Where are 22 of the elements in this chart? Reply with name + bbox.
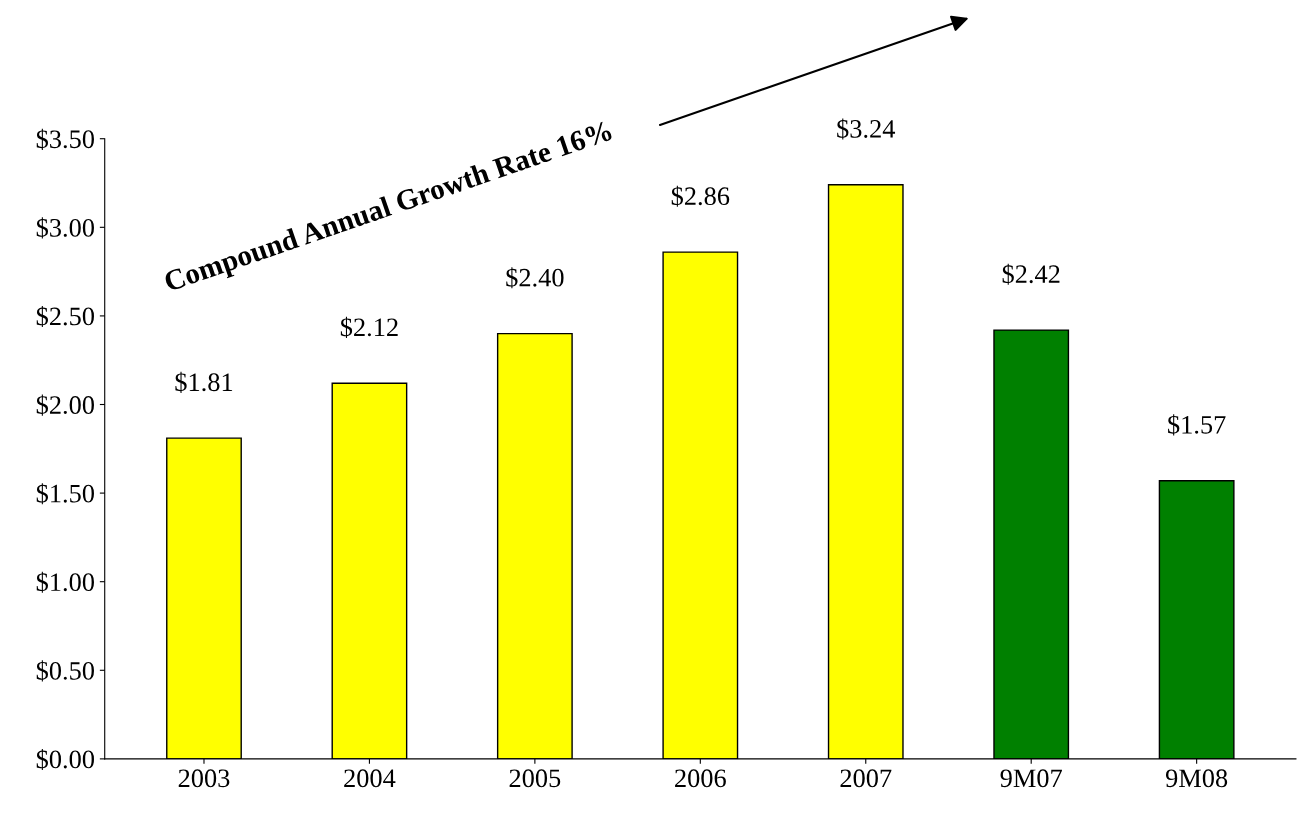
data-label: $2.40 [506,267,564,289]
x-tick-label: 2004 [344,769,396,788]
y-tick-label: $1.50 [36,483,94,505]
data-label: $1.81 [175,371,233,393]
data-label: $1.57 [1168,414,1226,436]
data-label: $2.42 [1002,263,1060,285]
x-tick-label: 9M08 [1165,769,1228,788]
y-tick-label: $3.50 [36,128,94,150]
data-label: $2.12 [340,316,398,338]
data-label: $2.86 [671,185,730,207]
x-tick-label: 2006 [675,769,726,788]
x-tick-label: 9M07 [1000,769,1062,788]
y-tick-label: $1.00 [36,571,94,593]
y-tick-label: $0.50 [36,660,94,682]
x-tick-label: 2003 [178,769,230,788]
data-label: $3.24 [837,118,896,140]
x-tick-label: 2007 [840,769,892,788]
y-tick-label: $3.00 [36,217,94,239]
y-tick-label: $2.00 [36,394,94,416]
x-tick-label: 2005 [509,769,561,788]
y-tick-label: $0.00 [36,748,94,771]
y-tick-label: $2.50 [36,305,94,328]
